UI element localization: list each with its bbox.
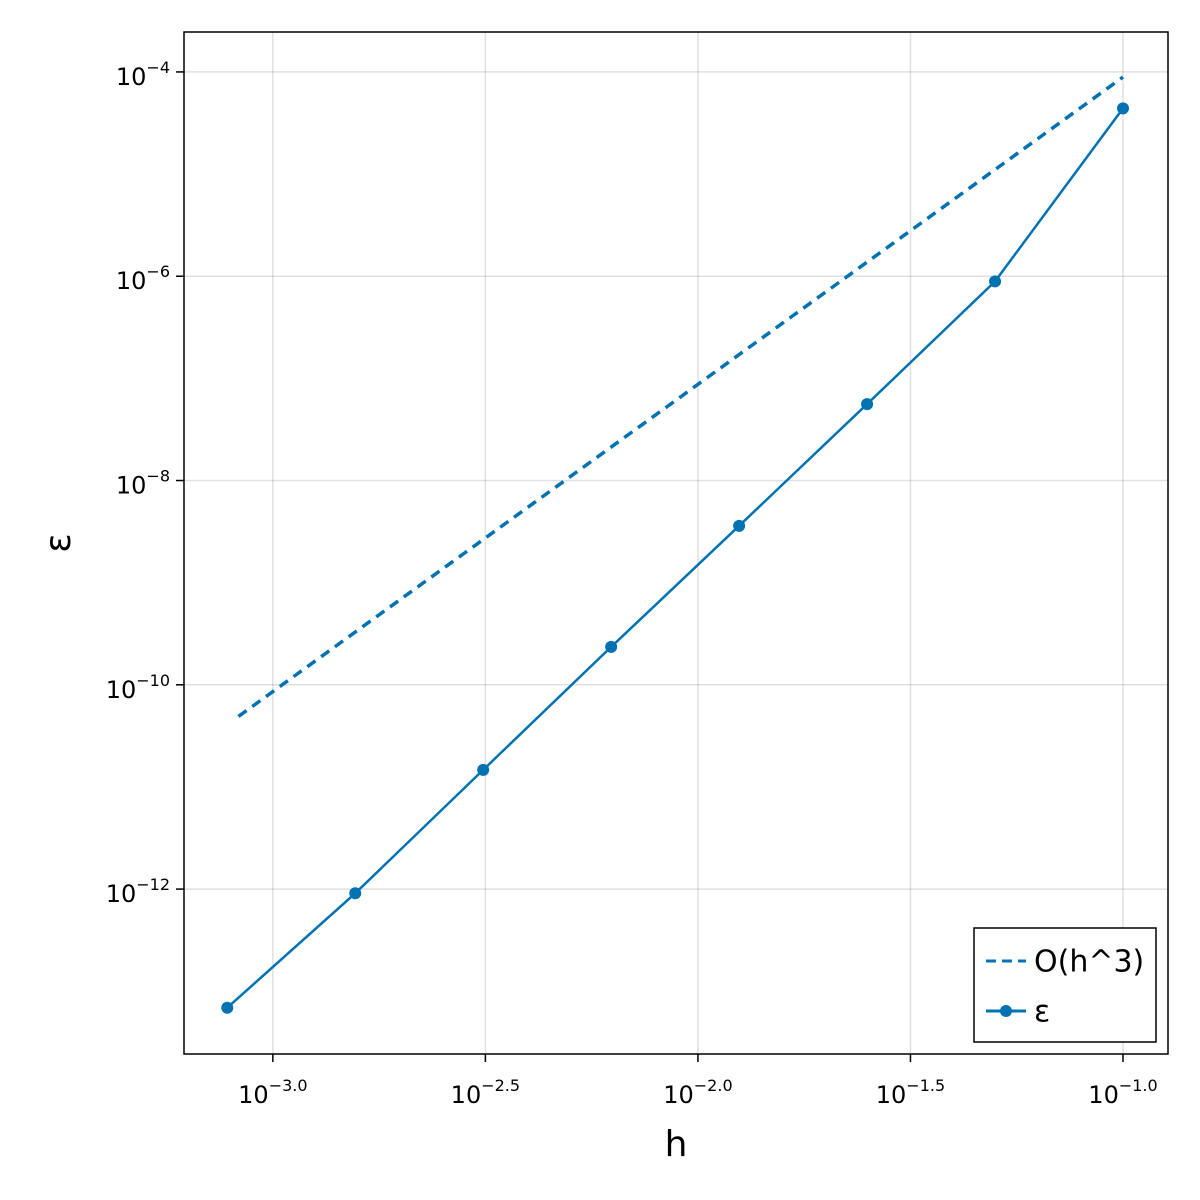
data-point bbox=[221, 1001, 234, 1014]
y-tick-label: 10−4 bbox=[116, 57, 170, 91]
x-tick-label: 10−2.5 bbox=[451, 1076, 520, 1110]
y-tick-label: 10−12 bbox=[106, 875, 170, 909]
x-tick-label: 10−1.5 bbox=[876, 1076, 945, 1110]
legend-box bbox=[973, 927, 1157, 1043]
x-tick-label: 10−1.0 bbox=[1088, 1076, 1157, 1110]
x-tick-label: 10−3.0 bbox=[238, 1076, 307, 1110]
series-line bbox=[226, 107, 1125, 1009]
legend-label: ε bbox=[1034, 995, 1050, 1030]
data-point bbox=[733, 519, 746, 532]
plot-frame bbox=[183, 31, 1169, 1055]
data-point bbox=[477, 763, 490, 776]
y-tick-label: 10−10 bbox=[106, 670, 170, 704]
data-point bbox=[861, 398, 874, 411]
legend-marker bbox=[1000, 1005, 1012, 1017]
legend-label: O(h^3) bbox=[1034, 945, 1144, 980]
data-point bbox=[605, 640, 618, 653]
series-line bbox=[237, 75, 1125, 718]
data-point bbox=[989, 275, 1002, 288]
x-tick-label: 10−2.0 bbox=[663, 1076, 732, 1110]
data-point bbox=[1117, 102, 1130, 115]
y-tick-label: 10−6 bbox=[116, 262, 170, 296]
data-point bbox=[349, 887, 362, 900]
x-axis-label: h bbox=[665, 1124, 688, 1165]
y-tick-label: 10−8 bbox=[116, 466, 170, 500]
y-axis-label: ε bbox=[38, 533, 79, 552]
